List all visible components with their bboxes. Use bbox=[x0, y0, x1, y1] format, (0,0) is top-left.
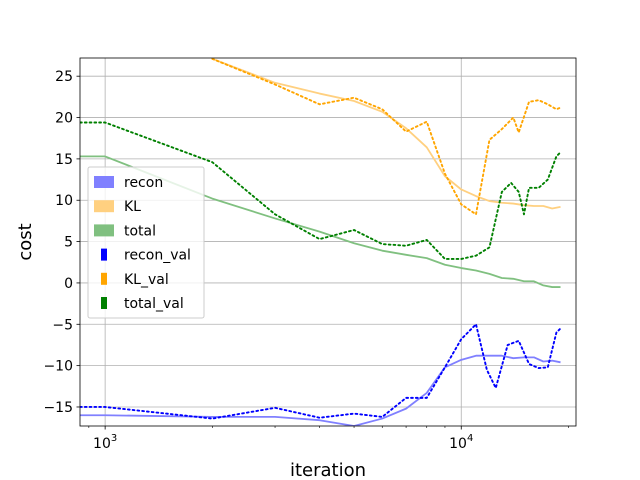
legend-label-KL: KL bbox=[124, 199, 141, 215]
legend-swatch-recon bbox=[94, 176, 114, 188]
y-tick-label: 20 bbox=[55, 111, 73, 127]
legend: recon KL total recon_val KL_val total_val bbox=[87, 166, 205, 319]
y-tick-label: 0 bbox=[64, 276, 73, 292]
x-axis-label: iteration bbox=[290, 460, 366, 480]
y-tick-label: 5 bbox=[64, 235, 73, 251]
series-line-total bbox=[80, 155, 561, 288]
legend-label-recon: recon bbox=[124, 175, 163, 191]
legend-swatch-total bbox=[94, 224, 114, 237]
legend-box bbox=[87, 166, 205, 319]
y-tick-label: −5 bbox=[52, 317, 73, 333]
y-tick-label: −10 bbox=[43, 359, 73, 375]
axes-frame bbox=[79, 57, 577, 427]
y-tick-label: 25 bbox=[55, 69, 73, 85]
series-line-KL-val bbox=[211, 58, 562, 216]
y-tick-label: 10 bbox=[55, 193, 73, 209]
series-line-total-val bbox=[80, 121, 562, 260]
legend-swatch-KL bbox=[94, 200, 114, 213]
y-tick-label: 15 bbox=[55, 152, 73, 168]
legend-label-KL-val: KL_val bbox=[124, 272, 169, 288]
legend-label-total-val: total_val bbox=[124, 296, 184, 312]
legend-swatch-total-val bbox=[101, 297, 107, 309]
series-line-recon bbox=[80, 354, 561, 426]
legend-swatch-KL-val bbox=[101, 272, 107, 285]
x-tick-label: 104 bbox=[449, 433, 473, 452]
legend-label-total: total bbox=[124, 223, 156, 239]
x-tick-label: 103 bbox=[93, 433, 117, 452]
series-line-recon-val bbox=[80, 323, 562, 420]
legend-label-recon-val: recon_val bbox=[124, 248, 191, 264]
y-axis-label: cost bbox=[15, 223, 36, 260]
y-tick-label: −15 bbox=[43, 400, 73, 416]
axes: 103 104 −15 −10 −5 0 5 10 15 20 25 iteration cost bbox=[15, 57, 577, 480]
legend-swatch-recon-val bbox=[101, 248, 107, 261]
